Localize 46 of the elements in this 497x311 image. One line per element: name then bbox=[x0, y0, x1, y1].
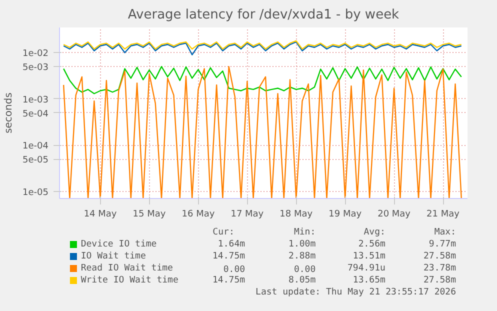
legend-label: Read IO Wait time bbox=[80, 264, 173, 274]
x-tick-label: 16 May bbox=[182, 210, 216, 220]
text: Avg: bbox=[364, 228, 386, 238]
text: 2.56m bbox=[358, 240, 386, 250]
text: 2.88m bbox=[288, 252, 316, 262]
text: 0.00 bbox=[223, 265, 246, 275]
text: 13.65m bbox=[352, 276, 386, 286]
y-tick-label: 5e-03 bbox=[22, 63, 49, 74]
x-tick-label: 21 May bbox=[426, 210, 460, 220]
text: 9.77m bbox=[428, 240, 456, 250]
text: 23.78m bbox=[423, 264, 456, 274]
legend-label: IO Wait time bbox=[80, 252, 146, 262]
y-tick-label: 5e-04 bbox=[22, 109, 49, 120]
text: 794.91u bbox=[347, 264, 386, 274]
x-tick-label: 15 May bbox=[132, 210, 166, 220]
line-series bbox=[62, 40, 462, 50]
y-tick-label: 1e-04 bbox=[22, 142, 49, 152]
text: 13.51m bbox=[352, 252, 386, 262]
y-tick-label: 1e-05 bbox=[22, 188, 49, 198]
text: 14.75m bbox=[212, 276, 246, 286]
y-tick-label: 1e-02 bbox=[22, 49, 49, 60]
text: 27.58m bbox=[423, 276, 456, 286]
y-tick-label: 5e-05 bbox=[22, 156, 49, 166]
legend-label: Device IO time bbox=[80, 240, 157, 250]
text: 27.58m bbox=[423, 252, 456, 262]
text: Last update: Thu May 21 23:55:17 2026 bbox=[256, 288, 456, 298]
x-tick-label: 17 May bbox=[230, 210, 264, 220]
y-axis-title: seconds bbox=[4, 92, 15, 134]
text: 0.00 bbox=[294, 265, 316, 275]
chart-title: Average latency for /dev/xvda1 - by week bbox=[128, 8, 400, 22]
text: 8.05m bbox=[288, 276, 316, 286]
x-tick-label: 20 May bbox=[378, 210, 412, 220]
text: Cur: bbox=[212, 228, 234, 238]
line-series bbox=[62, 66, 462, 198]
text: 14.75m bbox=[212, 252, 246, 262]
x-tick-label: 18 May bbox=[280, 210, 314, 220]
text: Min: bbox=[294, 228, 316, 238]
text: 1.64m bbox=[218, 240, 246, 250]
y-tick-label: 1e-03 bbox=[22, 95, 49, 106]
line-series bbox=[62, 66, 462, 94]
x-tick-label: 14 May bbox=[84, 210, 118, 220]
line-series bbox=[62, 41, 462, 56]
legend-label: Write IO Wait time bbox=[80, 276, 178, 286]
text: 1.00m bbox=[288, 240, 316, 250]
text: Max: bbox=[434, 228, 456, 238]
x-tick-label: 19 May bbox=[328, 210, 362, 220]
